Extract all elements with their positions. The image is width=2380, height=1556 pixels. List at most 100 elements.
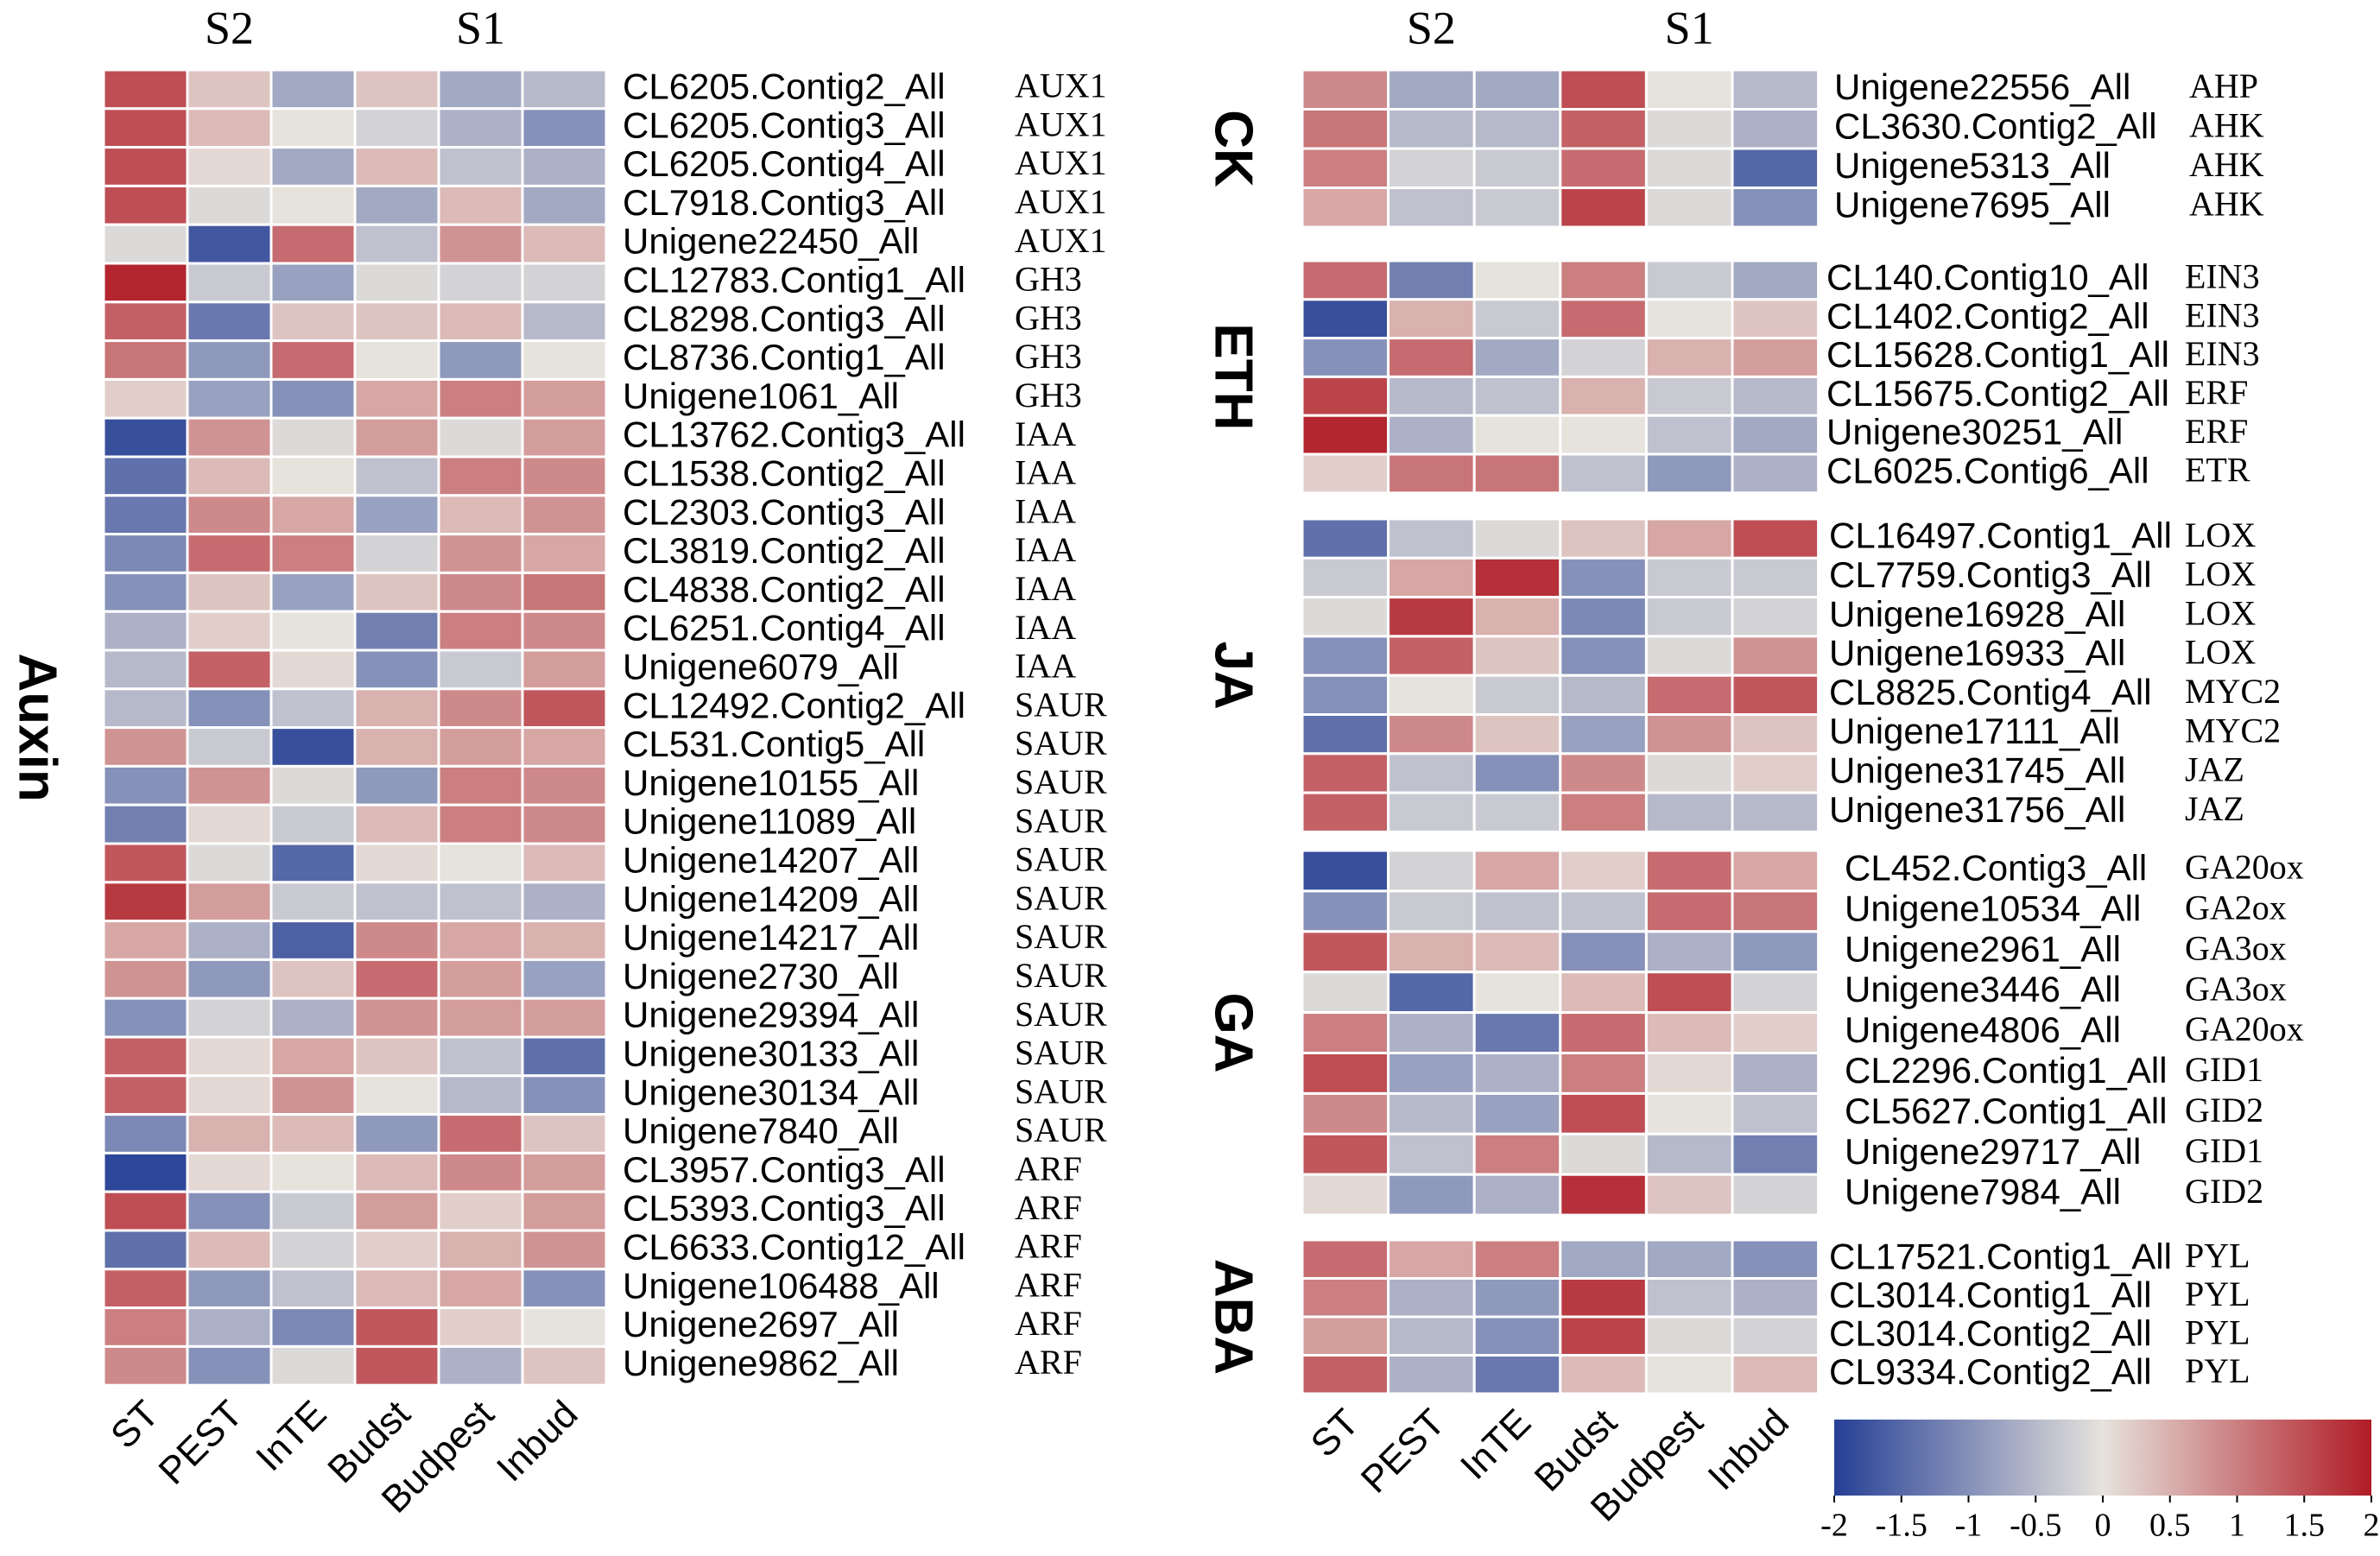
heatmap-cell (521, 184, 608, 226)
heatmap-cell (437, 687, 524, 730)
heatmap-cell (1472, 147, 1562, 189)
heatmap-cell (1387, 452, 1476, 495)
heatmap-cell (1387, 971, 1476, 1015)
heatmap-cell (1559, 337, 1648, 378)
row-label: Unigene31756_All (1829, 789, 2125, 830)
heatmap-cell (102, 68, 189, 111)
heatmap-cell (1731, 259, 1820, 301)
heatmap-cell (1301, 713, 1390, 756)
gene-label: LOX (2185, 554, 2256, 593)
heatmap-cell (1472, 930, 1562, 974)
heatmap-cell (186, 223, 273, 265)
heatmap-cell (186, 339, 273, 381)
heatmap-cell (1731, 556, 1820, 599)
heatmap-cell (1387, 635, 1476, 677)
heatmap-cell (1301, 259, 1390, 301)
heatmap-cell (1559, 1091, 1648, 1135)
heatmap-cell (437, 68, 524, 111)
gene-label: AUX1 (1015, 221, 1107, 260)
heatmap-cell (1301, 971, 1390, 1015)
heatmap-cell (1559, 1173, 1648, 1217)
heatmap-cell (1559, 1238, 1648, 1280)
heatmap-cell (186, 455, 273, 497)
heatmap-cell (1472, 1315, 1562, 1357)
heatmap-cell (353, 68, 440, 111)
heatmap-cell (269, 1074, 357, 1116)
row-label: Unigene106488_All (623, 1265, 940, 1306)
heatmap-cell (102, 996, 189, 1039)
heatmap-cell (102, 377, 189, 420)
heatmap-cell (186, 996, 273, 1039)
heatmap-cell (1472, 187, 1562, 229)
row-label: Unigene7984_All (1845, 1172, 2121, 1212)
heatmap-cell (1559, 971, 1648, 1015)
heatmap-cell (1472, 596, 1562, 638)
heatmap-cell (1559, 1052, 1648, 1095)
heatmap-cell (186, 533, 273, 574)
heatmap-cell (437, 1035, 524, 1078)
heatmap-cell (1472, 556, 1562, 599)
heatmap-cell (1472, 1173, 1562, 1217)
heatmap-cell (269, 687, 357, 730)
heatmap-cell (521, 68, 608, 111)
heatmap-cell (102, 455, 189, 497)
colorbar-tick-label: -2 (1820, 1508, 1848, 1544)
heatmap-cell (1731, 1354, 1820, 1395)
heatmap-cell (437, 107, 524, 149)
heatmap-cell (1731, 1173, 1820, 1217)
heatmap-cell (1559, 517, 1648, 560)
heatmap-cell (1731, 68, 1820, 111)
heatmap-cell (102, 881, 189, 923)
heatmap-cell (102, 146, 189, 187)
heatmap-cell (437, 223, 524, 265)
heatmap-cell (1387, 674, 1476, 717)
heatmap-cell (521, 533, 608, 574)
heatmap-cell (521, 146, 608, 187)
row-label: CL452.Contig3_All (1845, 848, 2147, 889)
heatmap-cell (1301, 849, 1390, 893)
heatmap-cell (1559, 187, 1648, 229)
heatmap-cell (521, 726, 608, 768)
gene-label: GID1 (2185, 1050, 2263, 1089)
heatmap-cell (353, 571, 440, 613)
heatmap-cell (1559, 298, 1648, 340)
gene-label: AHK (2189, 145, 2264, 184)
heatmap-cell (186, 184, 273, 226)
heatmap-cell (521, 1035, 608, 1078)
heatmap-cell (437, 764, 524, 806)
heatmap-cell (1301, 556, 1390, 599)
heatmap-cell (186, 1074, 273, 1116)
heatmap-cell (1472, 68, 1562, 111)
row-label: CL17521.Contig1_All (1829, 1236, 2172, 1276)
column-label: InTE (248, 1393, 334, 1479)
heatmap-cell (1301, 596, 1390, 638)
heatmap-cell (269, 262, 357, 304)
row-label: CL8736.Contig1_All (623, 337, 946, 377)
column-label: InTE (1453, 1401, 1539, 1488)
row-label: Unigene29394_All (623, 995, 919, 1035)
heatmap-cell (437, 996, 524, 1039)
heatmap-cell (353, 455, 440, 497)
gene-label: SAUR (1015, 1110, 1107, 1149)
gene-label: IAA (1015, 530, 1076, 569)
column-label: Inbud (1700, 1401, 1798, 1499)
heatmap-cell (521, 1151, 608, 1193)
heatmap-cell (1559, 452, 1648, 495)
heatmap-cell (1472, 414, 1562, 456)
gene-label: ARF (1015, 1265, 1082, 1304)
colorbar-tick-label: -1 (1955, 1508, 1983, 1544)
heatmap-cell (353, 1268, 440, 1310)
gene-label: GA2ox (2185, 889, 2287, 927)
heatmap-cell (521, 958, 608, 1000)
gene-label: GID2 (2185, 1091, 2263, 1129)
heatmap-cell (353, 920, 440, 961)
gene-label: SAUR (1015, 995, 1107, 1034)
heatmap-cell (186, 571, 273, 613)
heatmap-cell (1731, 889, 1820, 933)
heatmap-cell (186, 107, 273, 149)
row-label: Unigene2730_All (623, 956, 899, 996)
gene-label: GA3ox (2185, 969, 2287, 1008)
heatmap-cell (1301, 375, 1390, 417)
heatmap-cell (1644, 147, 1734, 189)
heatmap-cell (1559, 1277, 1648, 1319)
